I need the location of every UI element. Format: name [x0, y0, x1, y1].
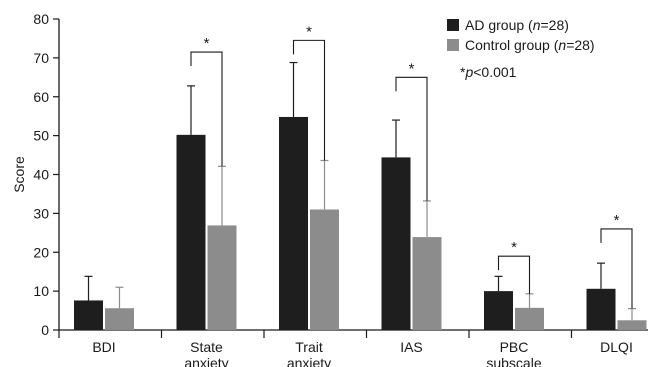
x-tick-label: State anxiety [184, 339, 228, 367]
y-tick-label: 10 [33, 283, 49, 299]
significance-note-value: <0.001 [473, 64, 516, 80]
x-tick-label-line: anxiety [287, 355, 331, 367]
x-tick-label: DLQI [600, 339, 633, 355]
y-tick-label: 40 [33, 167, 49, 183]
significance-note-symbol: * [460, 64, 466, 80]
significance-star: * [306, 23, 312, 40]
significance-star: * [614, 212, 620, 229]
legend-label-n: n [533, 17, 541, 33]
bar-ad-group [176, 134, 206, 330]
legend-swatch-ad [447, 19, 459, 31]
y-axis-title: Score [11, 156, 27, 193]
bar-control-group [412, 237, 442, 330]
bar-control-group [617, 320, 647, 330]
y-tick-label: 20 [33, 244, 49, 260]
x-tick-label-line: Trait [295, 339, 323, 355]
bar-control-group [515, 307, 544, 330]
chart-legend: AD group (n=28)Control group (n=28)*p<0.… [447, 17, 595, 80]
significance-bracket [292, 39, 326, 161]
bar-control-group [207, 225, 237, 330]
legend-label-prefix: AD group ( [465, 17, 533, 33]
significance-star: * [409, 60, 415, 77]
significance-bracket [600, 228, 633, 309]
chart-error-bars [84, 61, 636, 321]
significance-note-p: p [464, 64, 473, 80]
y-tick-label: 80 [33, 11, 49, 27]
legend-label-suffix: =28) [566, 37, 594, 53]
x-tick-label: PBC subscale [486, 339, 541, 367]
legend-label-control: Control group (n=28) [465, 37, 595, 53]
significance-bracket [395, 76, 428, 201]
bar-ad-group [586, 288, 616, 330]
y-tick-label: 0 [41, 322, 49, 338]
y-tick-label: 70 [33, 50, 49, 66]
y-tick-label: 50 [33, 128, 49, 144]
x-tick-label-line: DLQI [600, 339, 633, 355]
x-tick-label-line: IAS [400, 339, 423, 355]
bar-ad-group [381, 157, 411, 330]
significance-bracket [497, 255, 531, 294]
bar-control-group [310, 209, 339, 330]
x-tick-label-line: PBC [500, 339, 529, 355]
bar-ad-group [74, 300, 103, 330]
legend-label-suffix: =28) [541, 17, 569, 33]
bar-ad-group [484, 291, 513, 330]
x-tick-label-line: State [190, 339, 223, 355]
x-tick-label: BDI [92, 339, 115, 355]
chart-bars [74, 116, 647, 330]
legend-label-prefix: Control group ( [465, 37, 559, 53]
y-tick-label: 60 [33, 89, 49, 105]
legend-swatch-control [447, 39, 459, 51]
legend-label-n: n [558, 37, 566, 53]
significance-star: * [511, 239, 517, 256]
y-tick-label: 30 [33, 205, 49, 221]
x-tick-label: Trait anxiety [287, 339, 331, 367]
legend-label-ad: AD group (n=28) [465, 17, 569, 33]
significance-star: * [204, 35, 210, 52]
significance-bracket [190, 51, 223, 167]
bar-control-group [105, 308, 134, 330]
x-tick-label-line: subscale [486, 355, 541, 367]
x-tick-label-line: anxiety [184, 355, 228, 367]
significance-markers: * * * * * [190, 23, 633, 309]
bar-ad-group [279, 116, 308, 330]
x-tick-label: IAS [400, 339, 423, 355]
x-tick-label-line: BDI [92, 339, 115, 355]
significance-note: *p<0.001 [460, 64, 517, 80]
